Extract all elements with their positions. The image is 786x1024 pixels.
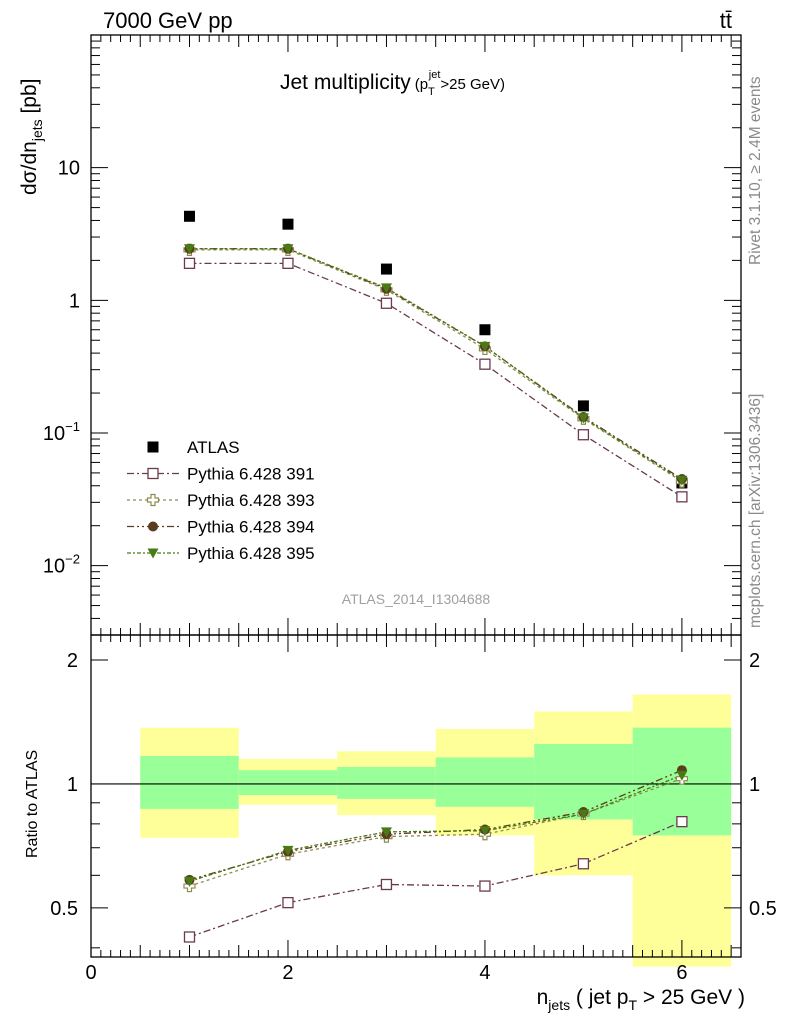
main-point-pythia-6-428-391-1	[183, 257, 196, 269]
band-inner-bin-5	[534, 744, 633, 820]
ratio-ytick-label-right-2: 2	[749, 650, 760, 672]
main-point-pythia-6-428-391-5	[577, 429, 590, 441]
main-point-pythia-6-428-391-2	[282, 257, 294, 269]
ratio-point-pythia-6-428-395-2	[282, 845, 294, 856]
series-lines	[189, 248, 683, 938]
band-inner-bin-4	[435, 757, 535, 807]
ratio-line-pythia-6-428-391	[189, 821, 683, 938]
main-line-pythia-6-428-394	[189, 248, 683, 480]
main-point-pythia-6-428-395-3	[380, 283, 392, 294]
ratio-point-pythia-6-428-391-3	[380, 878, 393, 891]
legend-marker-pythia-6-428-393	[146, 493, 160, 507]
ratio-point-pythia-6-428-391-1	[183, 931, 196, 943]
x-axis-label: njets ( jet pT > 25 GeV )	[537, 986, 745, 1013]
xtick-label-2: 4	[479, 962, 490, 984]
main-point-pythia-6-428-395-4	[479, 341, 491, 352]
analysis-tag: ATLAS_2014_I1304688	[342, 591, 491, 607]
ratio-point-pythia-6-428-395-1	[183, 876, 195, 887]
xtick-label-0: 0	[85, 962, 96, 984]
legend-marker-pythia-6-428-395	[147, 548, 159, 559]
main-point-pythia-6-428-395-5	[577, 413, 589, 424]
main-point-pythia-6-428-395-2	[282, 244, 294, 255]
main-point-atlas-2	[282, 218, 294, 230]
main-point-pythia-6-428-395-6	[676, 475, 688, 486]
ratio-line-pythia-6-428-395	[189, 774, 683, 882]
xtick-label-3: 6	[676, 962, 687, 984]
legend-marker-atlas	[147, 441, 159, 453]
legend-label-atlas: ATLAS	[187, 438, 240, 457]
main-point-pythia-6-428-391-3	[380, 297, 393, 309]
main-line-pythia-6-428-393	[189, 249, 683, 483]
main-point-atlas-3	[380, 263, 392, 275]
series-markers	[183, 210, 689, 943]
legend: ATLAS Pythia 6.428 391 Pythia 6.428 393 Pyt…	[127, 438, 315, 563]
main-line-pythia-6-428-395	[189, 248, 683, 481]
main-line-pythia-6-428-391	[189, 262, 683, 498]
main-point-pythia-6-428-391-6	[676, 491, 688, 503]
axes: 10 1 10−1 10−2 0.5 0.5 1 1 2 2 0 2 4 6	[43, 34, 777, 984]
rivet-label: Rivet 3.1.10, ≥ 2.4M events	[747, 76, 764, 265]
legend-marker-pythia-6-428-394	[148, 521, 158, 532]
legend-label-pythia-6-428-393: Pythia 6.428 393	[187, 491, 315, 510]
main-point-pythia-6-428-395-1	[183, 244, 195, 255]
main-ytick-label-2: 10−1	[43, 419, 80, 445]
ratio-point-pythia-6-428-395-3	[380, 827, 392, 838]
legend-label-pythia-6-428-394: Pythia 6.428 394	[187, 518, 315, 537]
ratio-point-pythia-6-428-395-6	[676, 770, 688, 781]
mcplots-label: mcplots.cern.ch [arXiv:1306.3436]	[747, 394, 764, 628]
ratio-point-pythia-6-428-395-5	[577, 809, 589, 820]
legend-label-pythia-6-428-391: Pythia 6.428 391	[187, 465, 315, 484]
main-point-atlas-5	[577, 400, 589, 412]
legend-label-pythia-6-428-395: Pythia 6.428 395	[187, 544, 315, 563]
ratio-ytick-label-right-1: 1	[749, 774, 760, 796]
ratio-point-pythia-6-428-391-2	[282, 896, 294, 909]
main-point-atlas-4	[479, 324, 491, 336]
band-inner-bin-1	[140, 755, 239, 809]
main-ytick-label-0: 10	[58, 158, 80, 180]
main-point-pythia-6-428-391-4	[479, 358, 491, 370]
ratio-point-pythia-6-428-391-4	[479, 880, 491, 892]
main-ytick-label-3: 10−2	[43, 552, 80, 578]
ratio-point-pythia-6-428-391-6	[676, 815, 688, 828]
ratio-ytick-label-right-0: 0.5	[749, 898, 777, 920]
ratio-point-pythia-6-428-391-5	[577, 858, 590, 870]
process-label: tt̄	[720, 8, 732, 33]
ratio-uncertainty-bands	[140, 694, 732, 967]
main-point-atlas-1	[183, 210, 195, 222]
band-inner-bin-2	[238, 770, 338, 796]
ratio-ytick-label-left-2: 2	[67, 650, 78, 672]
legend-marker-pythia-6-428-391	[147, 467, 159, 480]
main-y-axis-label: dσ/dnjets [pb]	[18, 78, 45, 195]
ratio-ytick-label-left-0: 0.5	[50, 898, 78, 920]
ratio-point-pythia-6-428-395-4	[479, 826, 491, 837]
band-inner-bin-3	[337, 766, 436, 799]
main-title: Jet multiplicity (pTjet>25 GeV)	[280, 69, 505, 98]
ratio-line-pythia-6-428-393	[189, 778, 683, 887]
xtick-label-1: 2	[282, 962, 293, 984]
ratio-y-axis-label: Ratio to ATLAS	[24, 750, 41, 858]
ratio-ytick-label-left-1: 1	[67, 774, 78, 796]
collision-label: 7000 GeV pp	[103, 8, 233, 33]
main-ytick-label-1: 1	[69, 290, 80, 312]
